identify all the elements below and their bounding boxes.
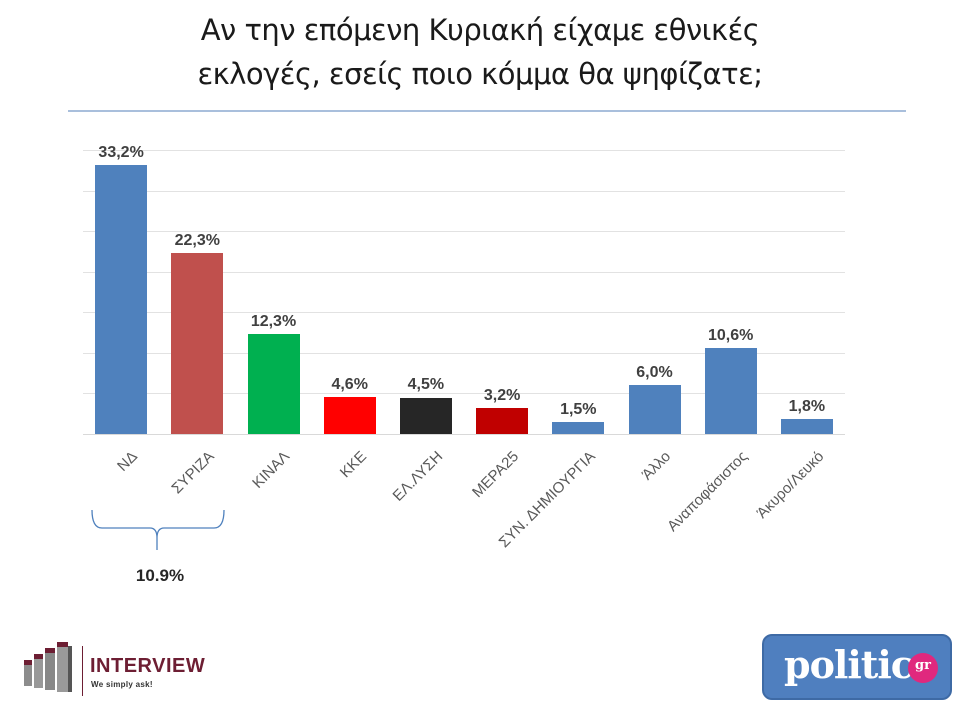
title-divider — [68, 110, 906, 112]
bar — [628, 385, 681, 434]
gridline — [83, 271, 845, 273]
x-axis-label: ΝΔ — [114, 448, 142, 475]
bar-value-label: 4,6% — [331, 375, 368, 393]
gridline — [83, 352, 845, 354]
bar-value-label: 1,5% — [560, 400, 597, 418]
x-axis-label: Αναποφάσιστος — [663, 448, 751, 535]
bar — [171, 253, 224, 434]
x-axis-label: Άλλο — [639, 448, 675, 484]
bar-value-label: 4,5% — [407, 376, 445, 394]
gap-annotation-label: 10.9% — [135, 566, 185, 585]
bar — [247, 334, 300, 434]
interview-logo-tagline: We simply ask! — [91, 680, 153, 689]
bar — [552, 421, 605, 434]
gridline — [83, 150, 845, 151]
chart-title-line-2: εκλογές, εσείς ποιο κόμμα θα ψηφίζατε; — [197, 57, 763, 91]
bar-value-label: 1,8% — [788, 398, 826, 416]
gridline — [83, 231, 845, 233]
chart-title-line-1: Αν την επόμενη Κυριακή είχαμε εθνικές — [200, 13, 760, 47]
bar-value-label: 3,2% — [483, 387, 521, 405]
bar — [476, 408, 529, 434]
x-axis-label: ΚΙΝΑΛ — [249, 448, 294, 492]
politic-logo-name: politic — [784, 642, 914, 687]
politic-logo-suffix: gr — [908, 653, 938, 683]
gridline — [83, 434, 845, 435]
x-axis-label: ΕΛ.ΛΥΣΗ — [389, 448, 446, 505]
bar — [95, 164, 148, 434]
gridline — [83, 393, 845, 395]
chart-title: Αν την επόμενη Κυριακή είχαμε εθνικές εκ… — [0, 8, 960, 96]
gridline — [83, 312, 845, 314]
x-axis-label: Άκυρο/Λευκό — [753, 448, 827, 522]
bar — [399, 397, 452, 434]
x-axis-label: ΚΚΕ — [336, 448, 370, 482]
bar-value-label: 12,3% — [250, 313, 297, 331]
bar-chart-plot-area: 33,2% 22,3% 12,3% 4,6% 4,5% 3,2% 1,5% 6,0% 10,6%… — [83, 144, 845, 435]
politic-logo: politic gr — [762, 634, 952, 700]
gridline — [83, 190, 845, 192]
bar — [704, 348, 757, 434]
bar-value-label: 22,3% — [174, 232, 220, 250]
bar-value-label: 10,6% — [708, 326, 754, 344]
bar — [323, 396, 376, 434]
bar-value-label: 33,2% — [98, 143, 144, 161]
interview-logo-divider — [82, 646, 83, 696]
bar-value-label: 6,0% — [636, 364, 673, 382]
brace-annotation-icon — [91, 509, 225, 550]
interview-logo-icon — [24, 642, 72, 692]
x-axis-label: ΜΕΡΑ25 — [469, 448, 523, 502]
bar — [780, 419, 833, 434]
x-axis-label: ΣΥΡΙΖΑ — [168, 448, 218, 498]
interview-logo-name: INTERVIEW — [90, 655, 206, 677]
